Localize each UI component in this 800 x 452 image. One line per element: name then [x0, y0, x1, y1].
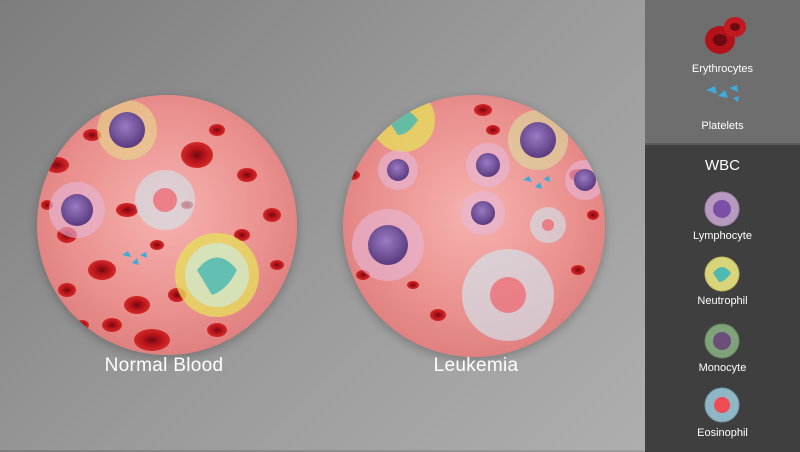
- neutrophil-cell: [175, 233, 259, 317]
- platelets-label: Platelets: [701, 120, 744, 132]
- normal-blood-caption: Normal Blood: [104, 355, 224, 376]
- wbc-title: WBC: [705, 157, 740, 174]
- eosinophil-cell: [530, 207, 566, 243]
- legend-wbc-panel: WBC Lymphocyte Neutrophil Monocyte Eosin…: [645, 143, 800, 452]
- monocyte-icon: [704, 323, 740, 359]
- lymphocyte-cell: [97, 100, 157, 160]
- neutrophil-icon: [704, 256, 740, 292]
- eosinophil-cell: [462, 249, 554, 341]
- lymphocyte-cell: [378, 150, 418, 190]
- lymphocyte-cell: [565, 160, 605, 200]
- leukemia-illustration: [346, 95, 605, 341]
- platelet-icon: [706, 85, 739, 102]
- eosinophil-cell: [135, 170, 195, 230]
- leukemia-caption: Leukemia: [433, 355, 519, 376]
- neutrophil-cell: [371, 95, 435, 152]
- diagram-stage: Normal Blood: [37, 95, 605, 376]
- lymphocyte-label: Lymphocyte: [693, 230, 752, 242]
- monocyte-label: Monocyte: [698, 362, 747, 374]
- legend-top-panel: Erythrocytes Platelets: [645, 0, 800, 143]
- lymphocyte-cell: [466, 143, 510, 187]
- normal-blood-illustration: [41, 100, 284, 351]
- monocyte-cell: [508, 110, 568, 170]
- normal-blood-circle: [37, 95, 297, 355]
- erythrocyte-icon: [705, 17, 746, 54]
- platelets: [122, 251, 147, 265]
- neutrophil-label: Neutrophil: [697, 295, 748, 307]
- eosinophil-icon: [704, 387, 740, 423]
- lymphocyte-cell: [352, 209, 424, 281]
- lymphocyte-icon: [704, 191, 740, 227]
- eosinophil-label: Eosinophil: [697, 427, 748, 439]
- erythrocytes-label: Erythrocytes: [691, 63, 754, 75]
- leukemia-circle: [343, 95, 605, 357]
- platelets: [523, 176, 550, 189]
- lymphocyte-cell: [461, 191, 505, 235]
- lymphocyte-cell: [49, 182, 105, 238]
